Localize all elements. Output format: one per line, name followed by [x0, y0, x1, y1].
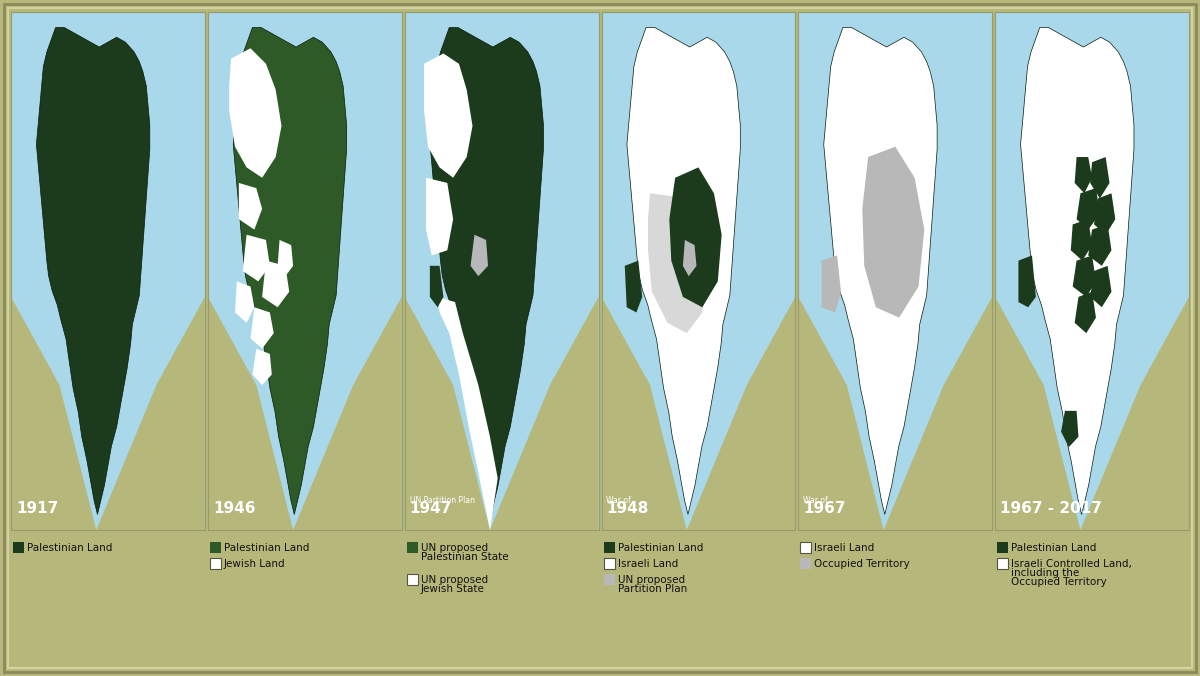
Polygon shape: [863, 147, 924, 318]
Polygon shape: [424, 53, 473, 178]
Polygon shape: [1070, 219, 1092, 261]
Text: 1946: 1946: [212, 501, 256, 516]
Polygon shape: [1088, 224, 1111, 266]
Text: 1947: 1947: [409, 501, 452, 516]
Polygon shape: [822, 256, 841, 312]
Bar: [601, 12, 796, 530]
Bar: [604, 542, 614, 553]
Text: War of: War of: [803, 496, 828, 505]
Polygon shape: [1090, 157, 1110, 199]
Polygon shape: [995, 297, 1189, 530]
Text: Palestinian Land: Palestinian Land: [1012, 543, 1097, 553]
Text: Jewish Land: Jewish Land: [224, 559, 286, 569]
Polygon shape: [252, 349, 271, 385]
Text: Israeli Land: Israeli Land: [618, 559, 678, 569]
Bar: [210, 542, 221, 553]
Text: Occupied Territory: Occupied Territory: [1012, 577, 1106, 587]
Text: Palestinian Land: Palestinian Land: [28, 543, 113, 553]
Text: UN Partition Plan: UN Partition Plan: [409, 496, 475, 505]
Bar: [210, 558, 221, 569]
Polygon shape: [229, 48, 282, 178]
Bar: [11, 12, 205, 530]
Bar: [800, 558, 811, 569]
Polygon shape: [601, 297, 796, 530]
Polygon shape: [670, 168, 721, 308]
Polygon shape: [242, 235, 270, 281]
Text: UN proposed: UN proposed: [421, 543, 487, 553]
Polygon shape: [277, 240, 293, 276]
Bar: [407, 574, 418, 585]
Text: 1948: 1948: [606, 501, 649, 516]
Bar: [404, 12, 599, 530]
Bar: [604, 558, 614, 569]
Bar: [997, 542, 1008, 553]
Bar: [798, 12, 992, 530]
Polygon shape: [1019, 256, 1036, 308]
Text: 1917: 1917: [16, 501, 59, 516]
Polygon shape: [1020, 28, 1134, 514]
Polygon shape: [683, 240, 696, 276]
Polygon shape: [1075, 157, 1092, 193]
Polygon shape: [1094, 193, 1115, 235]
Bar: [407, 542, 418, 553]
Text: War of: War of: [606, 496, 631, 505]
Text: Palestinian Land: Palestinian Land: [618, 543, 703, 553]
Polygon shape: [235, 281, 254, 323]
Text: Palestinian Land: Palestinian Land: [224, 543, 310, 553]
Bar: [997, 558, 1008, 569]
Polygon shape: [404, 297, 599, 530]
Bar: [604, 574, 614, 585]
Polygon shape: [262, 261, 289, 308]
Text: including the: including the: [1012, 568, 1080, 578]
Polygon shape: [470, 235, 488, 276]
Polygon shape: [1075, 292, 1096, 333]
Bar: [404, 12, 599, 530]
Polygon shape: [648, 193, 708, 333]
Bar: [601, 12, 796, 530]
Polygon shape: [426, 178, 454, 256]
Polygon shape: [208, 297, 402, 530]
Text: Palestinian State: Palestinian State: [421, 552, 509, 562]
Text: Israeli Land: Israeli Land: [815, 543, 875, 553]
Bar: [995, 12, 1189, 530]
Text: 1967 - 2017: 1967 - 2017: [1000, 501, 1102, 516]
Bar: [11, 12, 205, 530]
Bar: [798, 12, 992, 530]
Bar: [800, 542, 811, 553]
Bar: [208, 12, 402, 530]
Bar: [13, 542, 24, 553]
Polygon shape: [438, 297, 498, 530]
Bar: [208, 12, 402, 530]
Polygon shape: [1090, 266, 1111, 308]
Polygon shape: [430, 266, 444, 308]
Polygon shape: [1061, 411, 1079, 447]
Polygon shape: [239, 183, 262, 230]
Text: Partition Plan: Partition Plan: [618, 584, 686, 594]
Text: Occupied Territory: Occupied Territory: [815, 559, 910, 569]
Polygon shape: [1073, 256, 1096, 297]
Polygon shape: [36, 28, 150, 514]
Bar: [995, 12, 1189, 530]
Text: Jewish State: Jewish State: [421, 584, 485, 594]
Polygon shape: [1076, 188, 1100, 230]
Polygon shape: [251, 308, 274, 349]
Polygon shape: [823, 28, 937, 514]
Text: UN proposed: UN proposed: [421, 575, 487, 585]
Polygon shape: [233, 28, 347, 514]
Text: UN proposed: UN proposed: [618, 575, 685, 585]
Polygon shape: [626, 28, 740, 514]
Polygon shape: [798, 297, 992, 530]
Text: 1967: 1967: [803, 501, 846, 516]
Polygon shape: [430, 28, 544, 514]
Polygon shape: [11, 297, 205, 530]
Text: Israeli Controlled Land,: Israeli Controlled Land,: [1012, 559, 1132, 569]
Polygon shape: [625, 261, 642, 312]
